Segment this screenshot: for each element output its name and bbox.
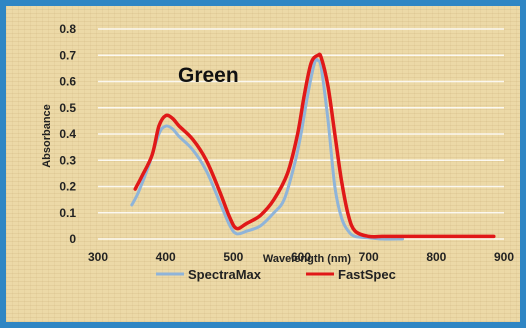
y-tick-label: 0.8 — [59, 22, 76, 36]
x-tick-label: 900 — [494, 250, 514, 264]
chart-annotation: Green — [178, 64, 239, 87]
y-tick-label: 0 — [69, 232, 76, 246]
y-tick-label: 0.4 — [59, 127, 76, 141]
x-tick-label: 800 — [426, 250, 446, 264]
y-tick-label: 0.5 — [59, 101, 76, 115]
legend-label: FastSpec — [338, 267, 396, 282]
series-lines — [130, 52, 496, 241]
series-line-spectramax — [130, 57, 404, 241]
chart-panel: 0 0.1 0.2 0.3 0.4 0.5 0.6 0.7 0.8 300 400 500 600 70… — [6, 6, 520, 322]
y-tick-label: 0.1 — [59, 206, 76, 220]
chart-svg: 0 0.1 0.2 0.3 0.4 0.5 0.6 0.7 0.8 300 400 500 600 70… — [41, 22, 514, 282]
x-tick-label: 500 — [223, 250, 243, 264]
x-tick-label: 700 — [359, 250, 379, 264]
x-tick-labels: 300 400 500 600 700 800 900 — [88, 250, 514, 264]
x-tick-label: 400 — [156, 250, 176, 264]
y-tick-label: 0.2 — [59, 180, 76, 194]
y-tick-label: 0.6 — [59, 75, 76, 89]
x-tick-label: 600 — [291, 250, 311, 264]
y-axis-title: Absorbance — [41, 104, 53, 168]
y-tick-label: 0.7 — [59, 48, 76, 62]
x-axis-title: Wavelength (nm) — [263, 253, 352, 265]
y-tick-label: 0.3 — [59, 153, 76, 167]
legend-label: SpectraMax — [188, 267, 262, 282]
x-tick-label: 300 — [88, 250, 108, 264]
series-line-fastspec — [133, 52, 496, 239]
y-tick-labels: 0 0.1 0.2 0.3 0.4 0.5 0.6 0.7 0.8 — [59, 22, 76, 246]
legend: SpectraMax FastSpec — [156, 267, 396, 282]
